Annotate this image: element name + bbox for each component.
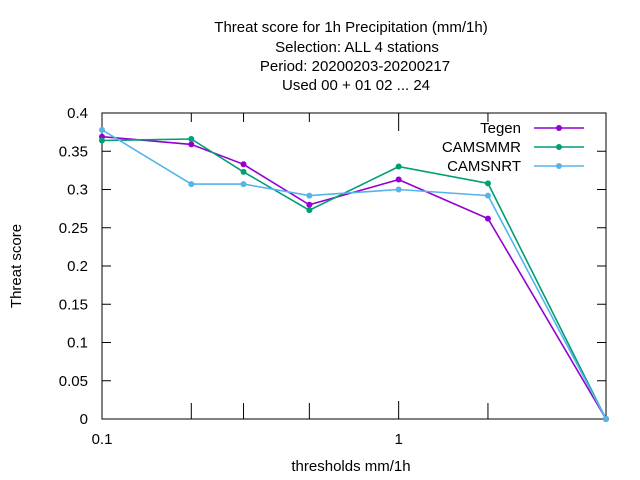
- axes: 0 0.05 0.1 0.15 0.2 0.25 0.3 0.35 0.4 0.1 1: [59, 105, 606, 448]
- x-axis-label: thresholds mm/1h: [291, 458, 410, 475]
- legend-marker-camsmmr: [556, 144, 562, 150]
- data-point-tegen: [306, 201, 313, 208]
- series-line-tegen: [101, 135, 607, 420]
- series-group: [99, 126, 609, 422]
- data-point-camsnrt: [484, 192, 491, 199]
- data-point-camsmmr: [99, 137, 105, 144]
- title-line-3: Period: 20200203-20200217: [260, 58, 450, 75]
- data-point-camsnrt: [188, 181, 195, 188]
- data-point-camsmmr: [395, 163, 402, 170]
- data-point-tegen: [240, 161, 247, 168]
- data-point-camsmmr: [240, 168, 247, 175]
- data-point-camsmmr: [484, 180, 491, 187]
- y-tick-label: 0: [80, 411, 88, 428]
- series-line-camsnrt: [101, 129, 607, 420]
- legend-marker-camsnrt: [556, 163, 562, 169]
- y-axis-label: Threat score: [8, 224, 25, 308]
- series-line-camsmmr: [101, 138, 607, 420]
- y-tick-label: 0.25: [59, 220, 88, 237]
- legend-label-tegen: Tegen: [480, 120, 521, 137]
- title-line-2: Selection: ALL 4 stations: [275, 39, 439, 56]
- y-tick-label: 0.3: [67, 182, 88, 199]
- y-tick-label: 0.05: [59, 373, 88, 390]
- x-tick-label: 1: [394, 431, 402, 448]
- y-tick-label: 0.35: [59, 143, 88, 160]
- data-point-tegen: [395, 176, 402, 183]
- y-tick-label: 0.15: [59, 296, 88, 313]
- legend-label-camsnrt: CAMSNRT: [447, 158, 521, 175]
- title-line-1: Threat score for 1h Precipitation (mm/1h…: [214, 19, 487, 36]
- y-tick-label: 0.2: [67, 258, 88, 275]
- data-point-tegen: [188, 141, 195, 148]
- y-tick-label: 0.1: [67, 335, 88, 352]
- x-tick-label: 0.1: [92, 431, 113, 448]
- data-point-camsnrt: [603, 416, 609, 422]
- chart-title: Threat score for 1h Precipitation (mm/1h…: [214, 19, 487, 94]
- data-point-camsmmr: [188, 136, 195, 143]
- y-tick-label: 0.4: [67, 105, 88, 122]
- legend: Tegen CAMSMMR CAMSNRT: [442, 120, 584, 175]
- data-point-tegen: [484, 215, 491, 222]
- data-point-camsnrt: [99, 126, 105, 133]
- data-point-camsmmr: [306, 207, 313, 214]
- data-point-camsnrt: [395, 186, 402, 193]
- plot-frame: [101, 112, 607, 420]
- legend-marker-tegen: [556, 125, 562, 131]
- legend-label-camsmmr: CAMSMMR: [442, 139, 521, 156]
- data-point-camsnrt: [306, 192, 313, 199]
- data-point-camsnrt: [240, 181, 247, 188]
- title-line-4: Used 00 + 01 02 ... 24: [282, 77, 430, 94]
